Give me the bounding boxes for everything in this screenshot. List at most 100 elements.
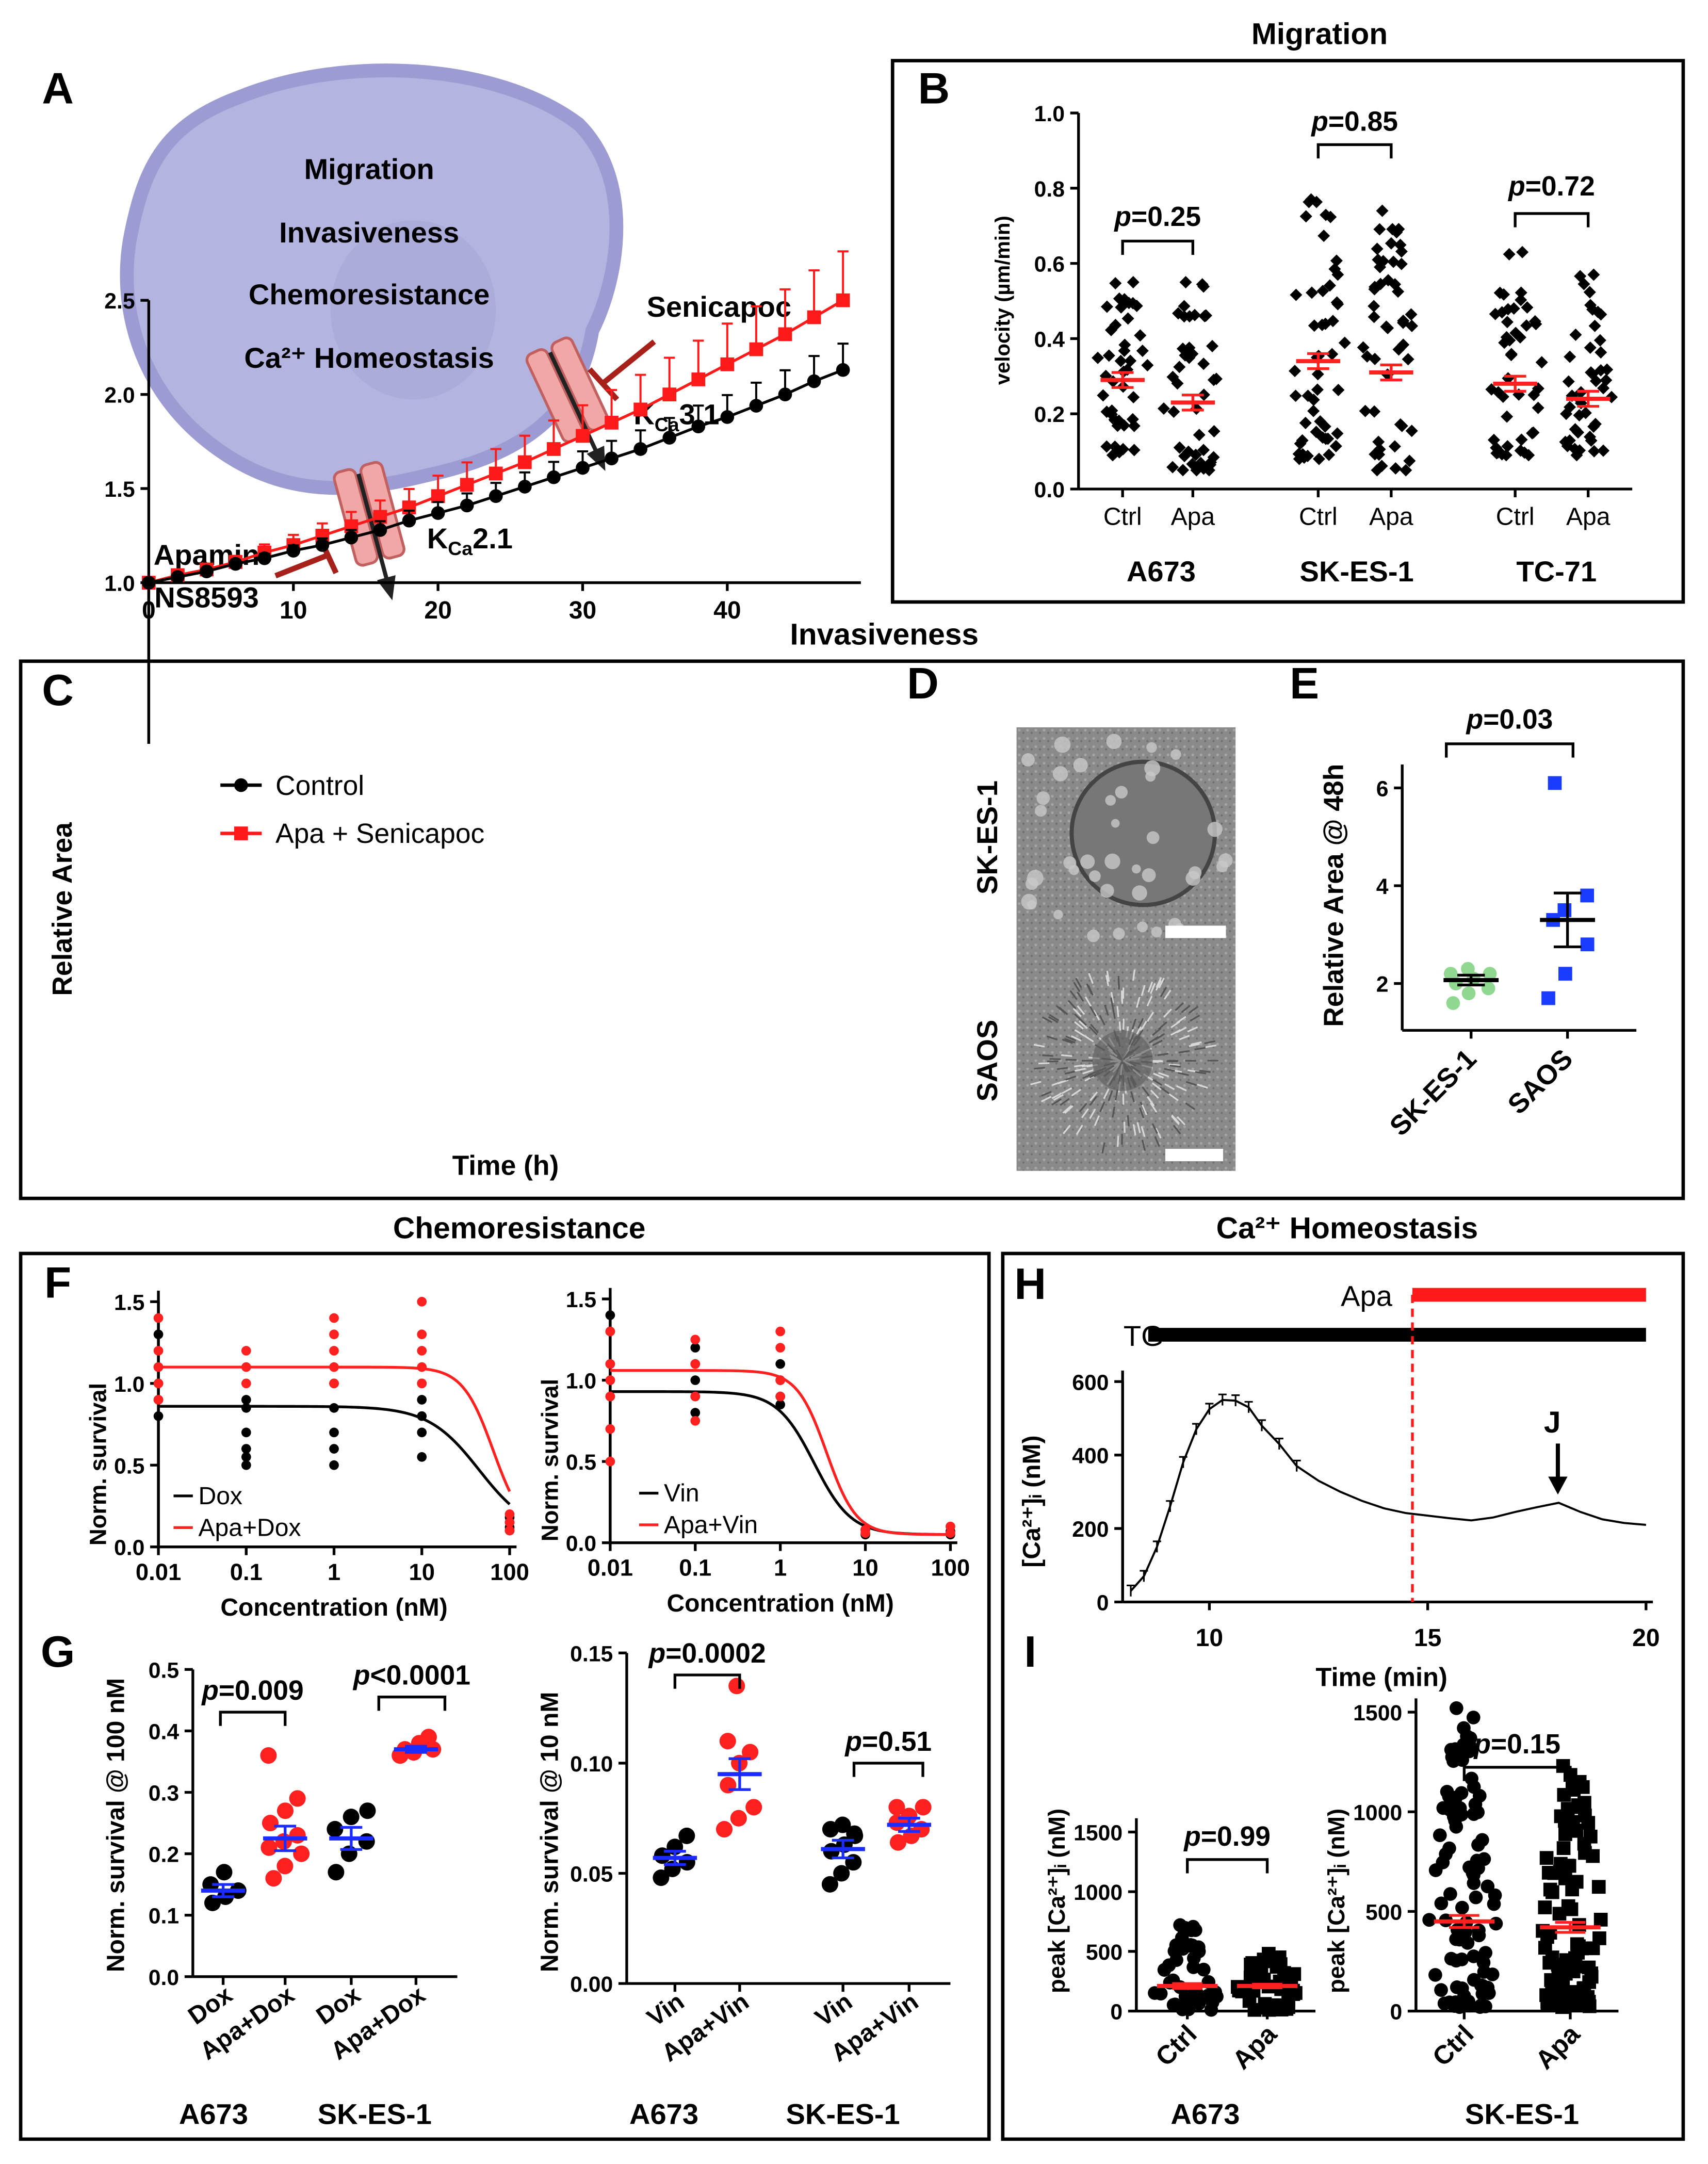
invading-cell [1159, 1086, 1169, 1095]
data-point [775, 1359, 785, 1369]
invading-cell [1155, 1128, 1162, 1138]
series-marker-0 [778, 387, 792, 401]
data-point [1179, 276, 1192, 289]
invading-cell [1168, 1093, 1179, 1101]
data-point [1540, 1930, 1554, 1944]
data-point [1557, 903, 1572, 917]
invading-cell [1138, 1107, 1145, 1118]
invading-cell [1190, 1014, 1200, 1022]
data-point [1455, 1953, 1469, 1966]
invading-cell [1061, 1054, 1072, 1057]
data-point [1558, 1966, 1573, 1981]
data-point [1579, 406, 1592, 419]
legend-label: Dox [199, 1482, 242, 1510]
invading-cell [1170, 1020, 1181, 1029]
data-point [1580, 888, 1595, 903]
y-tick-label: 1.0 [104, 572, 135, 596]
data-point [1114, 354, 1127, 367]
data-point [241, 1378, 251, 1389]
data-point [1478, 1999, 1492, 2013]
invading-cell [1049, 1014, 1060, 1021]
x-tick-label: 1 [774, 1555, 787, 1581]
series-marker-1 [720, 357, 735, 371]
data-point [1503, 248, 1516, 261]
data-point [1330, 254, 1343, 267]
data-point [605, 1310, 615, 1320]
kca21-label-sub: Ca [448, 538, 473, 559]
data-point [1167, 1944, 1182, 1958]
data-point [1443, 967, 1458, 981]
series-marker-1 [662, 387, 677, 401]
data-point [1306, 286, 1319, 299]
data-point [1269, 1998, 1283, 2012]
data-point [1208, 425, 1221, 438]
treatment-label: TG [1124, 1320, 1164, 1352]
data-point [730, 1810, 747, 1827]
data-point [1595, 364, 1607, 377]
data-point [1368, 300, 1380, 313]
data-point [1530, 318, 1542, 331]
p-symbol: p [1507, 171, 1525, 202]
data-point [1562, 375, 1575, 388]
y-tick-label: 0.1 [149, 1904, 179, 1929]
p-symbol: p [648, 1638, 666, 1669]
p-symbol: p [352, 1661, 370, 1691]
invading-cell [1105, 975, 1110, 986]
data-point [1485, 1967, 1500, 1981]
data-point [420, 1729, 437, 1746]
invading-cell [1082, 1069, 1094, 1075]
cell-debris [1185, 871, 1201, 886]
legend-label: Apa + Senicapoc [275, 819, 484, 849]
data-point [1578, 1991, 1592, 2005]
invading-cell [1191, 1041, 1202, 1046]
data-point [1544, 1973, 1558, 1987]
data-point [1307, 404, 1320, 417]
cell-debris [1104, 853, 1120, 870]
data-point [1448, 1813, 1462, 1828]
data-point [745, 1799, 762, 1816]
y-tick-label: 1000 [1073, 1880, 1123, 1905]
data-point [1572, 1918, 1586, 1932]
data-point [261, 1839, 278, 1856]
cell-debris [1036, 791, 1050, 805]
data-point [1497, 288, 1510, 301]
data-point [1273, 1957, 1288, 1971]
invading-cell [1089, 1096, 1098, 1106]
data-point [1489, 307, 1502, 320]
y-tick-label: 0.0 [1034, 478, 1065, 502]
annotation-j: J [1544, 1406, 1561, 1439]
data-point [1450, 1980, 1464, 1994]
invading-cell [1078, 1020, 1088, 1029]
data-point [605, 1456, 615, 1467]
treatment-bar-tg [1148, 1328, 1646, 1342]
invading-cell [1136, 997, 1141, 1008]
data-point [1467, 1868, 1481, 1882]
invading-cell [1132, 1124, 1136, 1135]
data-point [1558, 967, 1572, 981]
cell-debris [1053, 909, 1063, 920]
data-point [1566, 1815, 1580, 1829]
invading-cell [1178, 1050, 1190, 1054]
data-point [946, 1521, 955, 1532]
invading-cell [1077, 991, 1084, 1002]
invading-cell [1052, 1081, 1063, 1086]
invading-cell [1163, 1008, 1172, 1018]
invading-cell [1088, 1026, 1098, 1035]
p-value: =0.25 [1131, 202, 1201, 232]
series-marker-0 [315, 538, 330, 552]
cell-debris [1151, 926, 1162, 938]
series-marker-1 [460, 478, 474, 492]
series-marker-1 [807, 310, 821, 324]
series-marker-0 [402, 513, 416, 528]
data-point [1589, 418, 1602, 431]
data-point [690, 1359, 701, 1369]
x-tick-label: 0.01 [588, 1555, 633, 1581]
data-point [775, 1343, 785, 1353]
invading-cell [1130, 1091, 1135, 1102]
x-category-label: Apa [1566, 502, 1611, 530]
x-category-label: Apa [1227, 2019, 1283, 2075]
data-point [1178, 1921, 1192, 1935]
data-point [690, 1335, 701, 1345]
data-point [860, 1525, 870, 1535]
data-point [329, 1444, 339, 1454]
